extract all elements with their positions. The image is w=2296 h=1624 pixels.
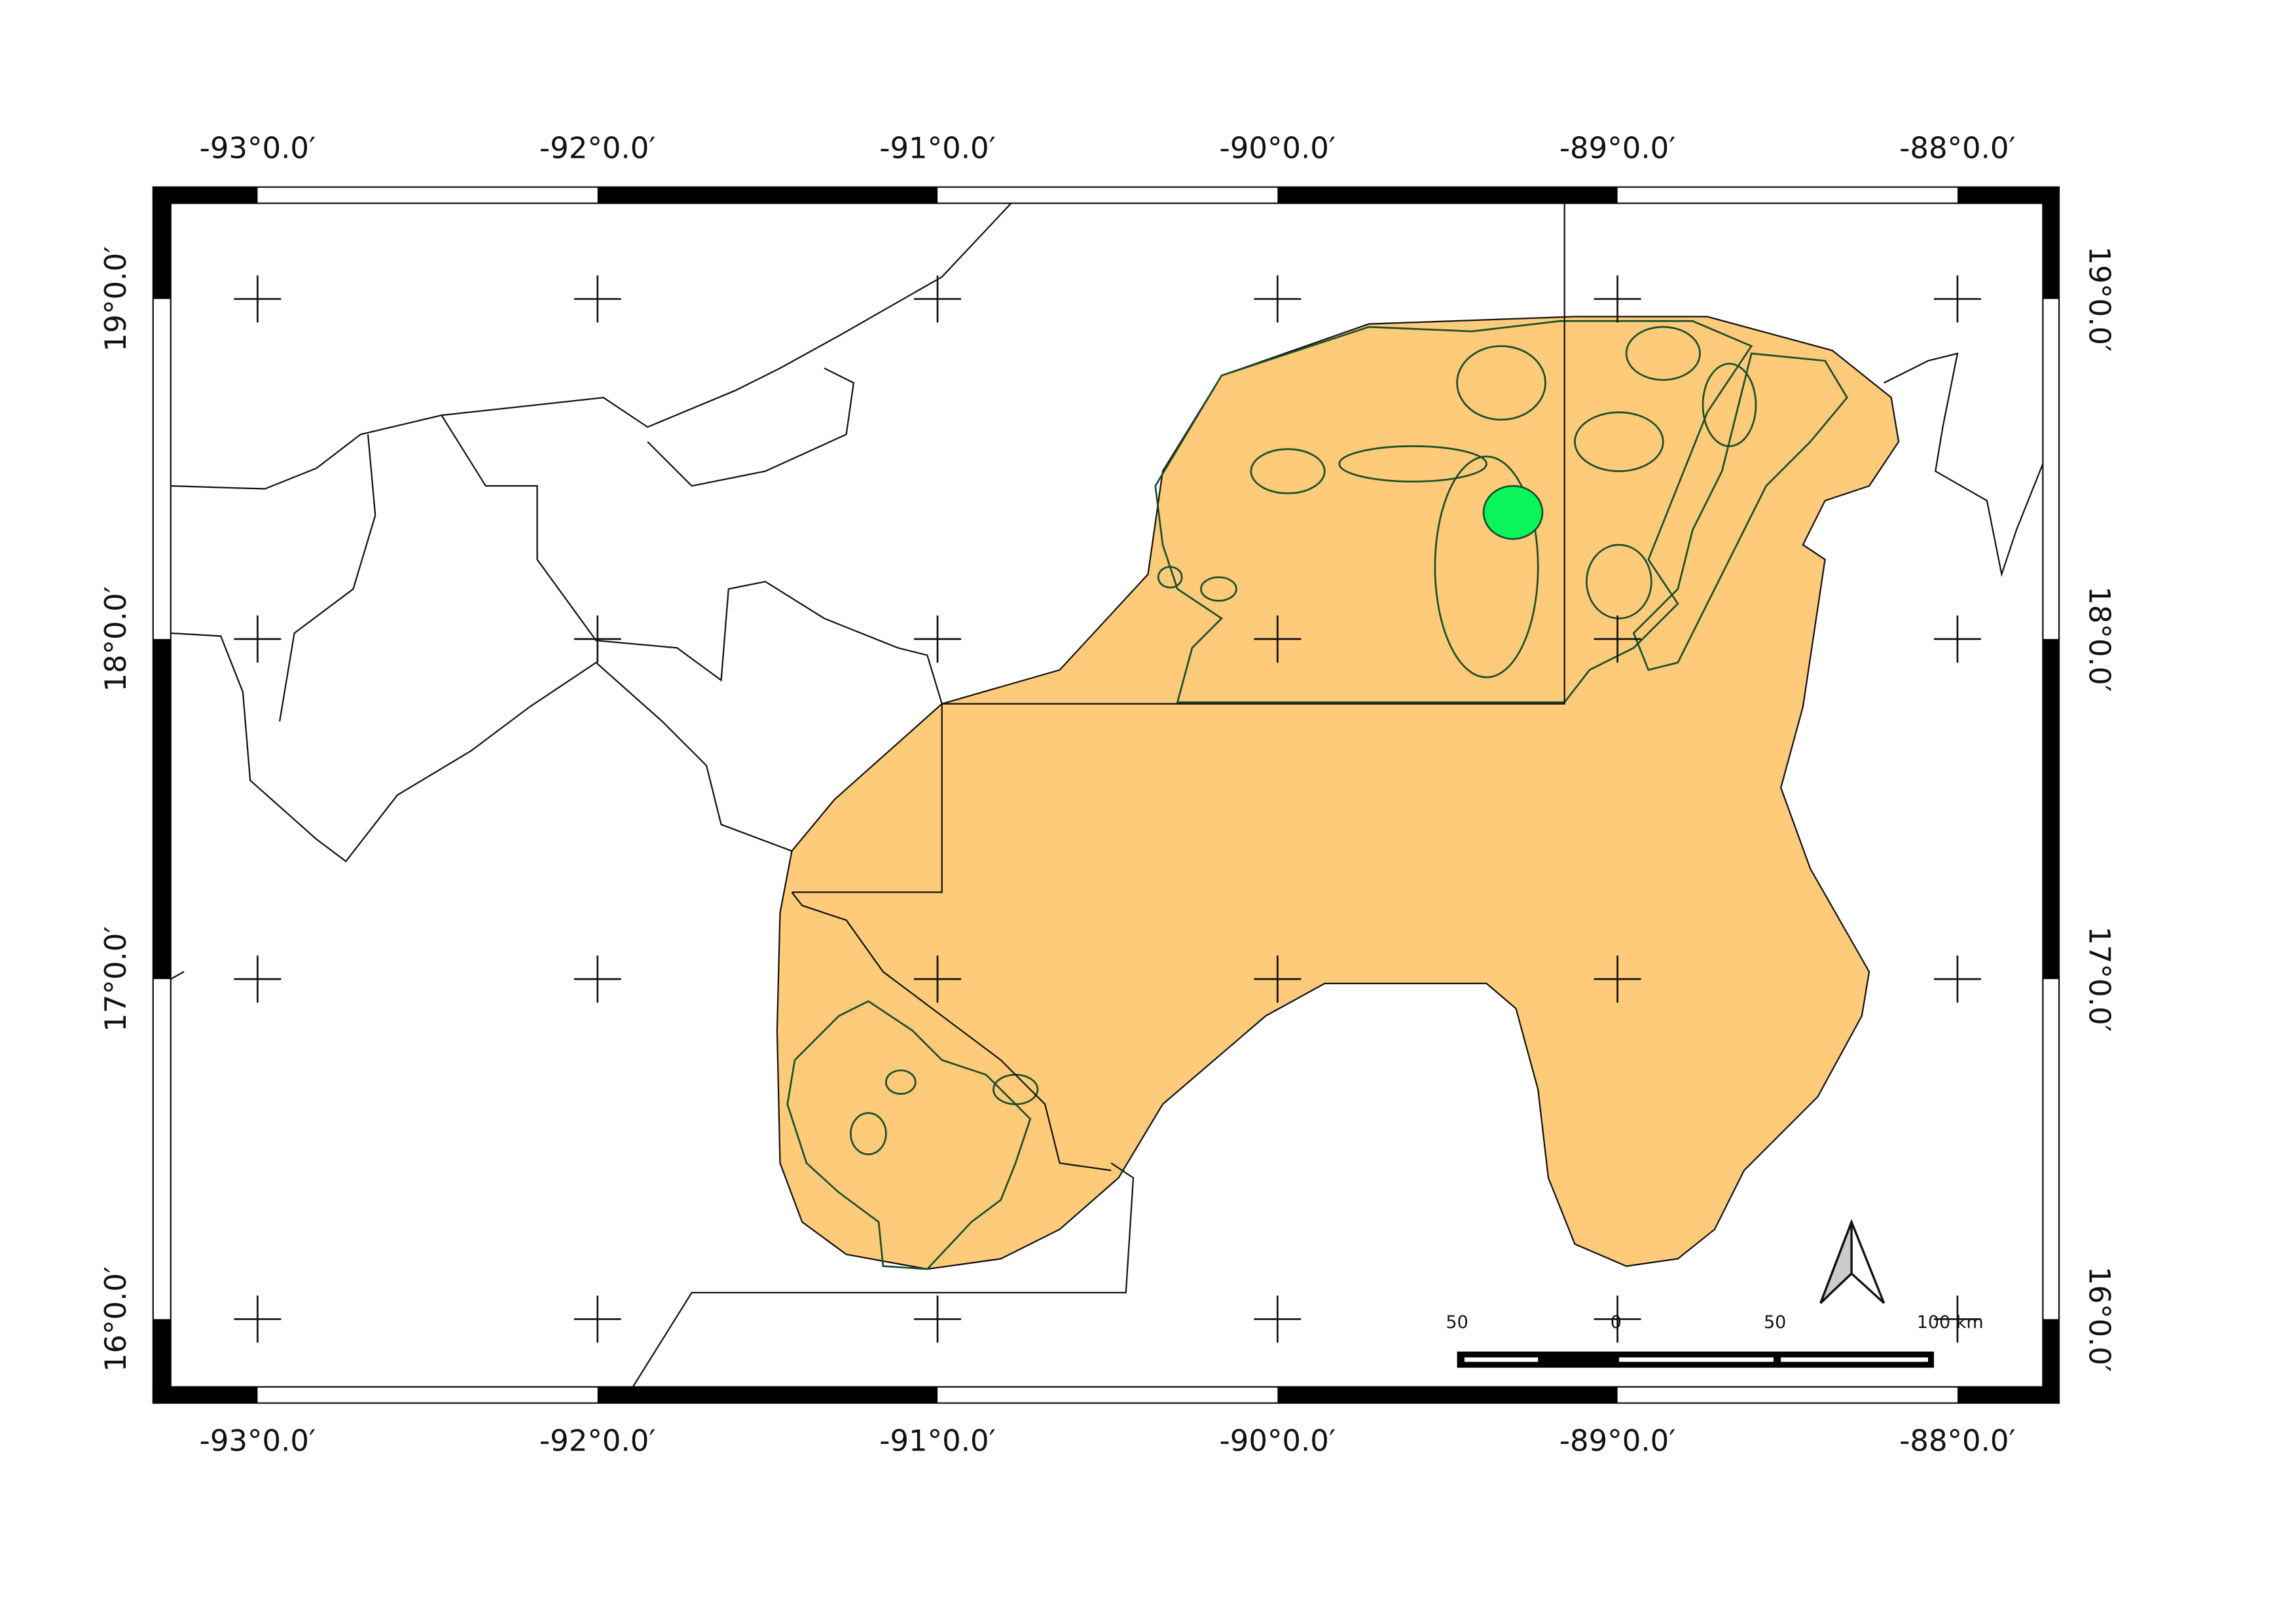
forest-north	[1154, 320, 1753, 703]
boundary	[791, 891, 1112, 1172]
scale-bar-segment	[1618, 1357, 1774, 1362]
frame-segment	[1957, 1386, 2060, 1403]
clearing	[1200, 576, 1237, 602]
boundary	[632, 1162, 1135, 1388]
clearing	[1625, 325, 1701, 381]
scale-bar-segment	[1464, 1357, 1539, 1362]
longitude-label: -89°0.0′	[1559, 1423, 1676, 1458]
frame-segment	[1957, 187, 2060, 204]
longitude-label: -88°0.0′	[1899, 130, 2016, 165]
north-arrow-fill	[1819, 1221, 1853, 1304]
longitude-label: -93°0.0′	[200, 1423, 316, 1458]
boundary	[279, 434, 376, 722]
boundary	[441, 415, 943, 705]
grid-crosses	[234, 275, 1981, 1343]
latitude-label: 16°0.0′	[2083, 1266, 2117, 1372]
clearing	[1157, 566, 1183, 589]
clearing	[1338, 445, 1487, 483]
clearings	[1157, 325, 1757, 678]
frame-segment	[153, 187, 171, 299]
longitude-label: -91°0.0′	[879, 130, 996, 165]
longitude-label: -92°0.0′	[539, 1423, 656, 1458]
boundary	[647, 367, 855, 487]
map-frame	[152, 186, 2060, 1404]
clearing	[884, 1069, 917, 1095]
latitude-label: 18°0.0′	[2083, 586, 2117, 692]
longitude-label: -92°0.0′	[539, 130, 656, 165]
clearings-southwest	[850, 1069, 1039, 1156]
clearing	[850, 1112, 887, 1156]
clearing	[1586, 544, 1652, 619]
frame-segment	[597, 1386, 938, 1403]
longitude-label: -90°0.0′	[1220, 130, 1336, 165]
map-layers	[170, 202, 2044, 1388]
scale-bar: 50 0 50 100 km	[1446, 1312, 1984, 1368]
longitude-label: -91°0.0′	[879, 1423, 996, 1458]
latitude-label: 16°0.0′	[98, 1266, 133, 1372]
boundary	[941, 203, 1565, 705]
scale-label: 100 km	[1917, 1312, 1984, 1333]
scale-label: 50	[1446, 1312, 1468, 1333]
frame-segment	[2043, 638, 2060, 980]
study-area	[776, 316, 1900, 1270]
scale-bar-segment	[1781, 1357, 1928, 1362]
graticule-labels: -93°0.0′ -93°0.0′ -92°0.0′ -92°0.0′ -91°0.0′…	[98, 130, 2117, 1458]
boundary	[170, 970, 185, 980]
clearing	[1250, 448, 1326, 494]
forest-southwest	[786, 1000, 1032, 1270]
scale-label: 0	[1611, 1312, 1622, 1333]
clearing	[1456, 345, 1546, 421]
longitude-label: -90°0.0′	[1220, 1423, 1336, 1458]
latitude-label: 17°0.0′	[98, 926, 133, 1031]
frame-segment	[1277, 187, 1618, 204]
longitude-label: -88°0.0′	[1899, 1423, 2016, 1458]
longitude-label: -89°0.0′	[1559, 130, 1676, 165]
clearing	[1434, 455, 1539, 678]
clearing	[1702, 363, 1757, 447]
coastline	[170, 202, 1012, 490]
clearing	[1574, 411, 1664, 472]
frame-segment	[597, 187, 938, 204]
latitude-label: 19°0.0′	[2083, 246, 2117, 352]
latitude-label: 18°0.0′	[98, 586, 133, 692]
frame-segment	[2043, 1319, 2060, 1403]
forest-northeast	[1632, 352, 1848, 671]
frame-segment	[153, 638, 171, 980]
forest-patch	[1482, 485, 1544, 540]
longitude-label: -93°0.0′	[200, 130, 316, 165]
boundary	[170, 632, 792, 862]
boundary	[792, 703, 943, 893]
frame-segment	[153, 1319, 171, 1403]
frame-segment	[1277, 1386, 1618, 1403]
admin-boundaries	[170, 202, 2044, 1388]
frame-segment	[2043, 187, 2060, 299]
scale-label: 50	[1764, 1312, 1786, 1333]
boundary	[1884, 352, 2044, 578]
latitude-label: 17°0.0′	[2083, 926, 2117, 1031]
latitude-label: 19°0.0′	[98, 246, 133, 352]
